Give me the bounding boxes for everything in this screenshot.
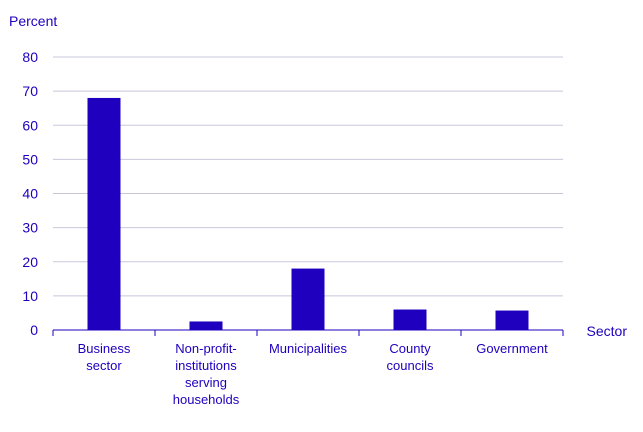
bars [87, 97, 529, 330]
y-tick-label: 40 [22, 186, 38, 202]
y-tick-label: 60 [22, 117, 38, 133]
x-axis-title: Sector [587, 323, 628, 339]
y-tick-label: 50 [22, 151, 38, 167]
y-tick-labels: 0 10 20 30 40 50 60 70 80 [22, 49, 38, 338]
y-tick-label: 0 [30, 322, 38, 338]
bar [189, 321, 223, 330]
category-label: Government [476, 341, 548, 356]
y-axis-title: Percent [9, 13, 57, 29]
bar [291, 268, 325, 330]
bar [87, 97, 121, 330]
bar [393, 309, 427, 330]
y-tick-label: 20 [22, 254, 38, 270]
bar [495, 310, 529, 330]
category-label: Non-profit-institutions serving households [173, 341, 240, 407]
y-tick-label: 30 [22, 220, 38, 236]
category-label: Municipalities [269, 341, 348, 356]
x-axis [52, 329, 564, 336]
y-tick-label: 70 [22, 83, 38, 99]
gridlines [53, 56, 563, 297]
category-labels: Business sector Non-profit-institutions ser… [78, 341, 549, 407]
category-label: Business sector [78, 341, 131, 373]
y-tick-label: 10 [22, 288, 38, 304]
category-label: County councils [387, 341, 434, 373]
y-tick-label: 80 [22, 49, 38, 65]
